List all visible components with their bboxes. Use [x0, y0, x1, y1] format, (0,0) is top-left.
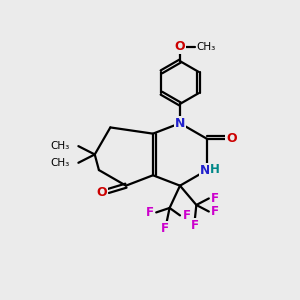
Text: O: O	[96, 186, 107, 199]
Text: N: N	[200, 164, 210, 177]
Text: H: H	[210, 163, 220, 176]
Text: O: O	[175, 40, 185, 53]
Text: O: O	[226, 132, 237, 146]
Text: F: F	[161, 222, 169, 235]
Text: CH₃: CH₃	[196, 42, 216, 52]
Text: F: F	[212, 192, 219, 205]
Text: F: F	[182, 209, 190, 222]
Text: F: F	[146, 206, 154, 219]
Text: CH₃: CH₃	[51, 158, 70, 168]
Text: N: N	[175, 117, 185, 130]
Text: F: F	[191, 219, 199, 232]
Text: F: F	[212, 205, 219, 218]
Text: CH₃: CH₃	[51, 141, 70, 151]
